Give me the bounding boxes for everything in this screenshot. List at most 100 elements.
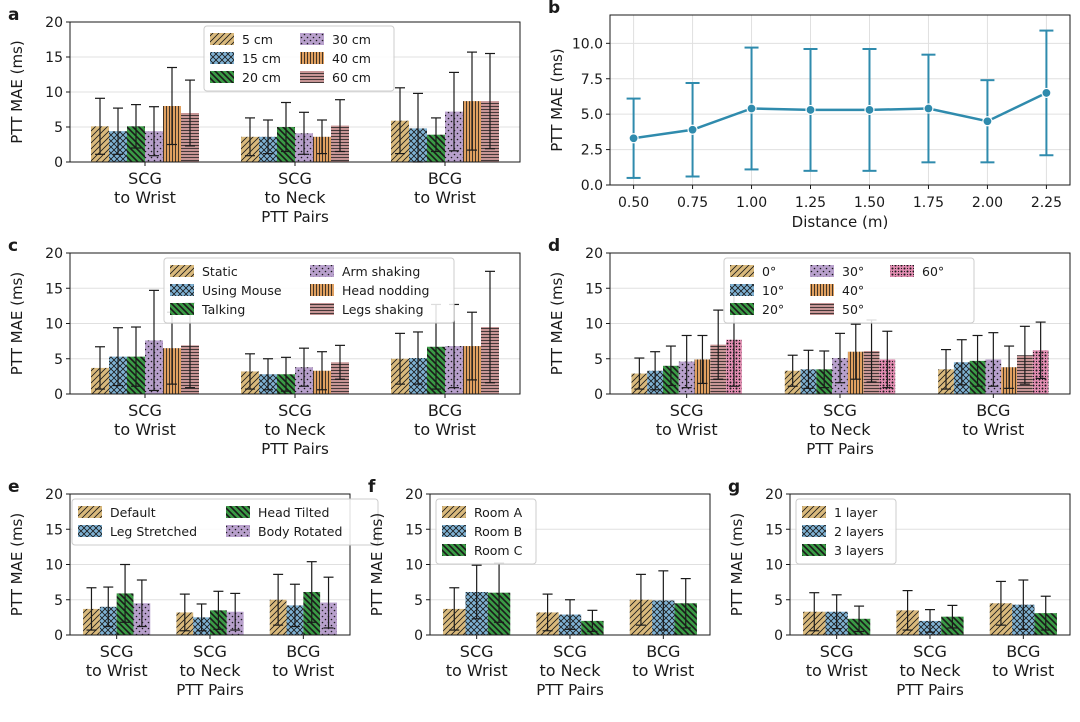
y-tick-label: 20 [45, 246, 63, 262]
x-tick-label: to Wrist [656, 420, 718, 439]
y-tick-label: 0 [54, 628, 63, 644]
legend-label: Leg Stretched [110, 524, 197, 539]
x-tick-label: 0.75 [677, 195, 708, 211]
legend-label: 20 cm [242, 70, 281, 85]
data-point [923, 103, 934, 114]
x-tick-label: to Wrist [806, 661, 868, 680]
legend-swatch [170, 284, 194, 296]
legend-swatch [210, 71, 234, 83]
legend-label: 20° [762, 302, 784, 317]
x-tick-label: 1.25 [795, 195, 826, 211]
legend-swatch [226, 525, 250, 537]
x-tick-label: BCG [646, 642, 680, 661]
panel-label: g [728, 477, 740, 497]
y-tick-label: 10 [765, 558, 783, 574]
x-tick-label: 2.25 [1031, 195, 1062, 211]
x-tick-label: 1.75 [913, 195, 944, 211]
y-tick-label: 15 [45, 281, 63, 297]
legend-label: Default [110, 505, 156, 520]
y-axis-label: PTT MAE (ms) [548, 272, 566, 375]
x-tick-label: to Wrist [272, 661, 334, 680]
x-tick-label: 1.00 [736, 195, 767, 211]
y-tick-label: 5 [54, 593, 63, 609]
legend-label: 30° [842, 264, 864, 279]
y-tick-label: 0 [774, 628, 783, 644]
x-tick-label: SCG [193, 642, 227, 661]
y-tick-label: 20 [405, 487, 423, 503]
data-point [1041, 87, 1052, 99]
legend-label: 30 cm [332, 32, 371, 47]
data-point [864, 104, 875, 116]
x-tick-label: BCG [286, 642, 320, 661]
x-tick-label: SCG [278, 401, 312, 420]
legend [203, 25, 395, 92]
legend-swatch [310, 303, 334, 315]
legend-swatch [442, 525, 466, 537]
y-tick-label: 15 [765, 522, 783, 538]
legend-label: Static [202, 264, 238, 279]
y-axis-label: PTT MAE (ms) [728, 513, 746, 616]
legend-swatch [210, 52, 234, 64]
legend-label: 2 layers [834, 524, 884, 539]
plot-frame [69, 252, 521, 395]
x-tick-label: SCG [670, 401, 704, 420]
legend-swatch [810, 284, 834, 296]
y-tick-label: 20 [45, 15, 63, 31]
y-tick-label: 20 [45, 487, 63, 503]
x-tick-label: to Wrist [414, 188, 476, 207]
legend-swatch [442, 544, 466, 556]
x-tick-label: to Wrist [114, 420, 176, 439]
legend-label: 50° [842, 302, 864, 317]
y-tick-label: 0 [54, 155, 63, 171]
legend-swatch [78, 525, 102, 537]
legend-swatch [78, 506, 102, 518]
y-tick-label: 0 [54, 387, 63, 403]
x-tick-label: to Wrist [992, 661, 1054, 680]
legend-swatch [170, 265, 194, 277]
y-tick-label: 10 [45, 85, 63, 101]
legend-label: Room B [474, 524, 522, 539]
legend-swatch [802, 525, 826, 537]
legend-label: Using Mouse [202, 283, 282, 298]
y-tick-label: 10 [45, 558, 63, 574]
legend-label: Room A [474, 505, 523, 520]
plot-frame [609, 14, 1071, 186]
y-tick-label: 10 [405, 558, 423, 574]
panel-label: a [8, 5, 19, 25]
x-tick-label: to Wrist [962, 420, 1024, 439]
x-tick-label: SCG [278, 169, 312, 188]
legend-swatch [310, 284, 334, 296]
x-tick-label: to Wrist [114, 188, 176, 207]
x-tick-label: to Neck [179, 661, 241, 680]
x-tick-label: BCG [428, 169, 462, 188]
y-tick-label: 2.5 [581, 143, 603, 159]
x-tick-label: to Neck [539, 661, 601, 680]
legend-label: 1 layer [834, 505, 878, 520]
x-tick-label: to Wrist [446, 661, 508, 680]
legend-label: Arm shaking [342, 264, 420, 279]
x-tick-label: SCG [128, 169, 162, 188]
data-point [982, 116, 993, 127]
legend [71, 498, 379, 546]
legend-label: 0° [762, 264, 776, 279]
y-tick-label: 0 [414, 628, 423, 644]
y-tick-label: 5 [774, 593, 783, 609]
y-tick-label: 20 [765, 487, 783, 503]
legend-swatch [802, 506, 826, 518]
panel-label: d [548, 236, 560, 256]
x-tick-label: to Neck [264, 188, 326, 207]
x-tick-label: SCG [913, 642, 947, 661]
y-tick-label: 5.0 [581, 107, 603, 123]
legend-label: Legs shaking [342, 302, 424, 317]
legend-swatch [730, 265, 754, 277]
y-tick-label: 15 [45, 50, 63, 66]
legend-swatch [810, 303, 834, 315]
data-point [628, 133, 639, 144]
legend-swatch [802, 544, 826, 556]
x-tick-label: to Neck [809, 420, 871, 439]
x-axis-label: PTT Pairs [896, 681, 964, 699]
legend-swatch [210, 33, 234, 45]
x-tick-label: SCG [823, 401, 857, 420]
